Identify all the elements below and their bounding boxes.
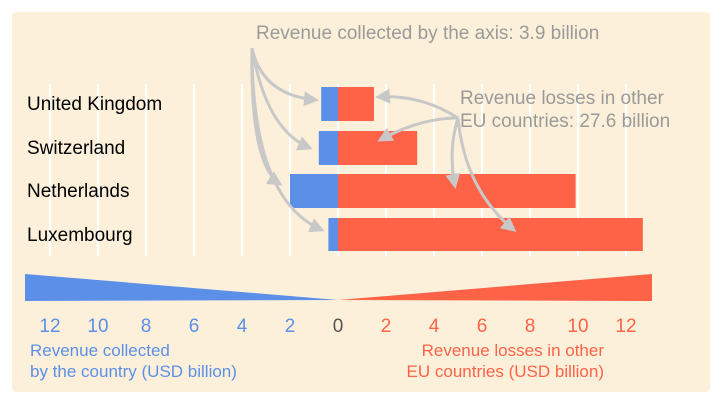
bar-losses (338, 218, 643, 251)
annotation-losses-line1: Revenue losses in other (460, 88, 665, 109)
annotation-arrow (250, 47, 325, 233)
x-tick-label-left: 6 (189, 316, 200, 337)
bars (290, 87, 643, 251)
axis-wedge-right (338, 274, 652, 301)
x-tick-label-left: 12 (39, 316, 60, 337)
bar-collected (328, 218, 338, 251)
annotation-arrow (377, 116, 459, 142)
bar-collected (318, 131, 338, 165)
bar-losses (338, 131, 418, 165)
x-tick-label-left: 2 (285, 316, 296, 337)
bar-losses (338, 174, 576, 208)
category-label: Luxembourg (27, 225, 133, 246)
x-tick-label-right: 6 (477, 316, 488, 337)
legend-right-line2: EU countries (USD billion) (407, 362, 604, 381)
bar-collected (290, 174, 338, 208)
category-label: United Kingdom (27, 94, 162, 115)
annotation-arrows (250, 47, 517, 233)
x-tick-label-left: 10 (87, 316, 108, 337)
category-labels: United Kingdom Switzerland Netherlands Luxe… (27, 94, 162, 246)
x-tick-label-right: 8 (525, 316, 536, 337)
axis-wedge-left (25, 274, 338, 301)
x-tick-label-right: 12 (615, 316, 636, 337)
legend-right-line1: Revenue losses in other (422, 341, 605, 360)
annotation-arrow (375, 88, 459, 120)
category-label: Switzerland (27, 138, 125, 159)
legend-left-line2: by the country (USD billion) (30, 362, 237, 381)
category-label: Netherlands (27, 181, 129, 202)
annotation-arrow (445, 117, 461, 189)
annotation-collected: Revenue collected by the axis: 3.9 billi… (256, 23, 599, 44)
legend-left-line1: Revenue collected (30, 341, 170, 360)
x-tick-labels: 12 10 8 6 4 2 0 2 4 6 8 10 12 (39, 316, 636, 337)
x-tick-label-left: 4 (237, 316, 248, 337)
x-tick-label-left: 8 (141, 316, 152, 337)
bar-losses (338, 87, 374, 121)
annotation-losses-line2: EU countries: 27.6 billion (460, 111, 670, 132)
x-tick-label-right: 0 (333, 316, 344, 337)
x-tick-label-right: 4 (429, 316, 440, 337)
annotation-arrow (456, 117, 517, 232)
bar-collected (321, 87, 338, 121)
annotation-arrow (250, 47, 313, 151)
x-tick-label-right: 2 (381, 316, 392, 337)
x-tick-label-right: 10 (567, 316, 588, 337)
